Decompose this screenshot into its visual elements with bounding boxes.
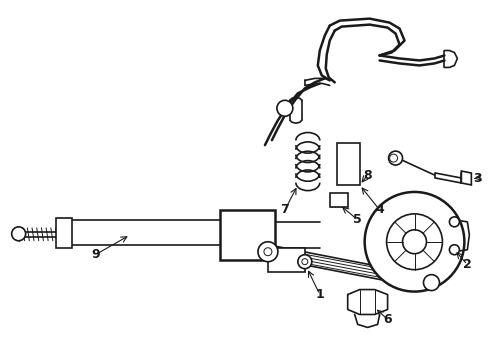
Text: 2: 2 bbox=[462, 258, 471, 271]
Ellipse shape bbox=[258, 242, 277, 262]
Polygon shape bbox=[329, 193, 347, 207]
Text: 4: 4 bbox=[374, 203, 383, 216]
Ellipse shape bbox=[388, 151, 402, 165]
Ellipse shape bbox=[276, 100, 292, 116]
Ellipse shape bbox=[423, 275, 439, 291]
Ellipse shape bbox=[448, 245, 458, 255]
Ellipse shape bbox=[364, 192, 464, 292]
Ellipse shape bbox=[389, 154, 397, 162]
Polygon shape bbox=[220, 210, 274, 260]
Text: 5: 5 bbox=[353, 213, 361, 226]
Text: 8: 8 bbox=[363, 168, 371, 181]
Ellipse shape bbox=[448, 217, 458, 227]
Text: 1: 1 bbox=[315, 288, 324, 301]
Text: 9: 9 bbox=[91, 248, 100, 261]
Ellipse shape bbox=[297, 255, 311, 269]
Text: 7: 7 bbox=[280, 203, 289, 216]
Text: 3: 3 bbox=[472, 171, 481, 185]
Polygon shape bbox=[461, 171, 470, 185]
Ellipse shape bbox=[386, 214, 442, 270]
Polygon shape bbox=[336, 143, 359, 185]
Polygon shape bbox=[267, 248, 304, 272]
Ellipse shape bbox=[402, 230, 426, 254]
Polygon shape bbox=[56, 218, 72, 248]
Text: 6: 6 bbox=[383, 313, 391, 326]
Ellipse shape bbox=[12, 227, 25, 241]
